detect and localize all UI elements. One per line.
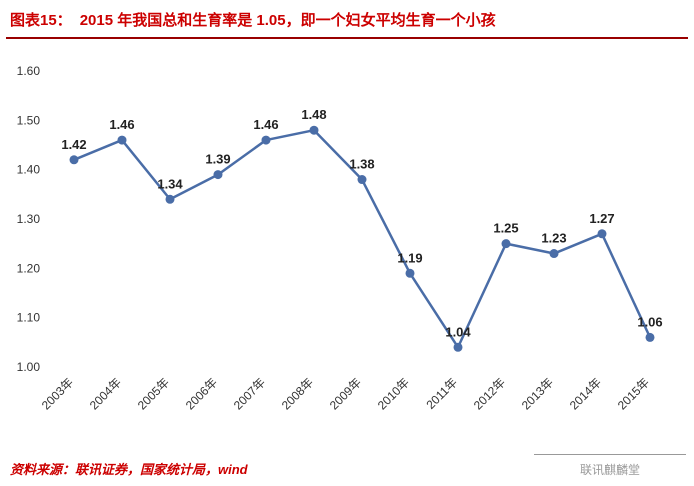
data-point bbox=[213, 170, 223, 180]
chart-area: 1.00 1.10 1.20 1.30 1.40 1.50 1.60 2003年 2004年 20… bbox=[0, 41, 694, 441]
data-point-label: 1.38 bbox=[349, 157, 374, 172]
data-point-label: 1.48 bbox=[301, 107, 326, 122]
data-point-label: 1.23 bbox=[541, 231, 566, 246]
data-point-label: 1.04 bbox=[445, 324, 471, 339]
data-point-label: 1.34 bbox=[157, 176, 183, 191]
x-axis-tick-label: 2012年 bbox=[471, 375, 508, 412]
data-point bbox=[405, 268, 415, 278]
data-point bbox=[357, 175, 367, 185]
fertility-line-chart: 1.00 1.10 1.20 1.30 1.40 1.50 1.60 2003年 2004年 20… bbox=[17, 64, 663, 412]
data-point bbox=[165, 194, 175, 204]
page-title: 2015 年我国总和生育率是 1.05，即一个妇女平均生育一个小孩 bbox=[79, 12, 496, 29]
chart-number-label: 图表15： bbox=[10, 12, 72, 29]
x-axis-tick-label: 2007年 bbox=[231, 375, 268, 412]
x-axis-tick-label: 2009年 bbox=[327, 375, 364, 412]
data-point bbox=[645, 332, 655, 342]
data-point bbox=[453, 342, 463, 352]
data-point bbox=[309, 125, 319, 135]
x-axis-tick-label: 2004年 bbox=[87, 375, 124, 412]
x-axis-tick-label: 2008年 bbox=[279, 375, 316, 412]
x-axis-tick-label: 2005年 bbox=[135, 375, 172, 412]
data-point bbox=[501, 239, 511, 249]
chart-header: 图表15： 2015 年我国总和生育率是 1.05，即一个妇女平均生育一个小孩 bbox=[0, 0, 694, 35]
y-axis-tick-label: 1.00 bbox=[17, 360, 41, 374]
y-axis-tick-label: 1.40 bbox=[17, 163, 41, 177]
x-axis-tick-label: 2011年 bbox=[423, 375, 460, 412]
data-point bbox=[117, 135, 127, 145]
data-point-label: 1.39 bbox=[205, 152, 230, 167]
data-point-label: 1.19 bbox=[397, 250, 422, 265]
x-axis-tick-label: 2003年 bbox=[39, 375, 76, 412]
y-axis-tick-label: 1.10 bbox=[17, 311, 41, 325]
y-axis-tick-label: 1.20 bbox=[17, 261, 41, 275]
data-point bbox=[549, 249, 559, 259]
data-point-label: 1.25 bbox=[493, 221, 518, 236]
watermark: 联讯麒麟堂 bbox=[534, 454, 686, 478]
data-point bbox=[261, 135, 271, 145]
data-point-label: 1.42 bbox=[61, 137, 86, 152]
data-point bbox=[597, 229, 607, 239]
x-axis-tick-label: 2013年 bbox=[519, 375, 556, 412]
x-axis-tick-label: 2006年 bbox=[183, 375, 220, 412]
x-axis-tick-label: 2010年 bbox=[375, 375, 412, 412]
title-divider bbox=[6, 37, 688, 39]
y-axis-tick-label: 1.60 bbox=[17, 64, 41, 78]
data-point bbox=[69, 155, 79, 165]
data-point-label: 1.46 bbox=[253, 117, 278, 132]
footer: 资料来源：联讯证券，国家统计局，wind 联讯麒麟堂 bbox=[0, 454, 694, 478]
x-axis-tick-label: 2015年 bbox=[615, 375, 652, 412]
y-axis-tick-label: 1.50 bbox=[17, 113, 41, 127]
data-point-label: 1.06 bbox=[637, 314, 662, 329]
source-text: 资料来源：联讯证券，国家统计局，wind bbox=[10, 462, 248, 477]
x-axis-tick-label: 2014年 bbox=[567, 375, 604, 412]
data-point-label: 1.46 bbox=[109, 117, 134, 132]
data-point-label: 1.27 bbox=[589, 211, 614, 226]
y-axis-tick-label: 1.30 bbox=[17, 212, 41, 226]
